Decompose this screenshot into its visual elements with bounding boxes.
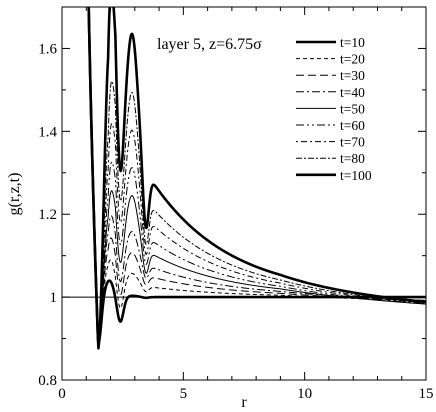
y-tick-label: 1.4 <box>38 124 57 140</box>
axis-ticks: 0 5 10 15 0.8 1 1.2 1.4 1.6 <box>38 7 434 402</box>
legend-label: t=80 <box>340 151 365 166</box>
series-line-t=100 <box>87 7 426 350</box>
x-tick-label: 0 <box>58 386 66 402</box>
series-line-t=60 <box>88 7 426 346</box>
series-line-t=50 <box>88 7 426 346</box>
legend: t=10 t=20t=30 t=40t=50 t=60 t=70t=80 t=100 <box>296 35 372 183</box>
legend-label: t=10 <box>340 35 365 50</box>
legend-label: t=20 <box>340 52 365 67</box>
legend-label: t=70 <box>340 135 365 150</box>
legend-label: t=30 <box>340 68 365 83</box>
x-tick-label: 10 <box>297 386 312 402</box>
series-line-t=70 <box>88 7 426 347</box>
legend-label: t=60 <box>340 118 365 133</box>
x-tick-label: 15 <box>419 386 434 402</box>
y-tick-label: 1.2 <box>38 207 57 223</box>
x-axis-label: r <box>241 394 247 411</box>
legend-label: t=100 <box>340 168 372 183</box>
y-tick-label: 1.6 <box>38 41 57 57</box>
chart-annotation: layer 5, z=6.75σ <box>157 36 262 53</box>
x-tick-label: 5 <box>180 386 188 402</box>
legend-label: t=40 <box>340 85 365 100</box>
y-axis-label: g(r,z,t) <box>6 173 23 216</box>
plot-frame <box>61 6 427 381</box>
legend-label: t=50 <box>340 101 365 116</box>
y-tick-label: 0.8 <box>38 373 57 389</box>
y-tick-label: 1 <box>50 290 58 306</box>
series-line-t=40 <box>88 7 426 345</box>
